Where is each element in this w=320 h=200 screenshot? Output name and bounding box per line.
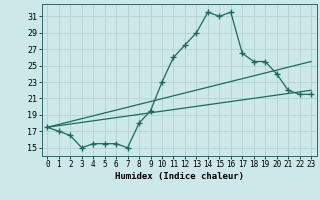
X-axis label: Humidex (Indice chaleur): Humidex (Indice chaleur) (115, 172, 244, 181)
